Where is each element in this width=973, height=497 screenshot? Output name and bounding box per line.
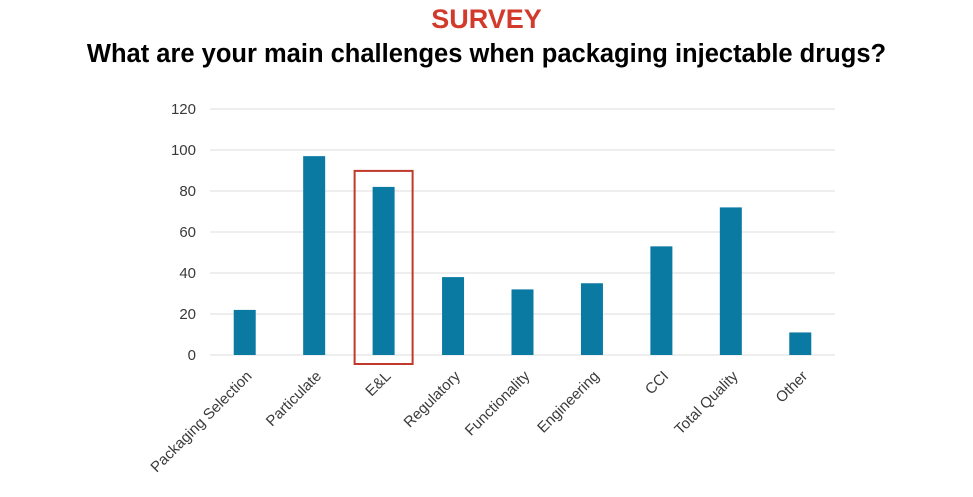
y-tick-label: 120: [171, 101, 196, 118]
bar: [580, 283, 603, 355]
y-tick-label: 80: [179, 183, 196, 200]
bar: [442, 277, 465, 355]
x-tick-label: Regulatory: [401, 367, 465, 431]
x-tick-label: Engineering: [534, 368, 603, 437]
survey-kicker: SURVEY: [431, 4, 542, 34]
x-tick-label: Other: [773, 368, 812, 407]
bar: [789, 332, 812, 355]
x-tick-label: Particulate: [263, 368, 325, 430]
y-tick-label: 100: [171, 142, 196, 159]
highlight-box: [353, 169, 414, 365]
y-tick-label: 0: [188, 347, 196, 364]
x-tick-label: Packaging Selection: [147, 368, 255, 476]
y-tick-label: 40: [179, 265, 196, 282]
x-tick-label: E&L: [362, 368, 394, 400]
bar: [719, 207, 742, 355]
x-tick-label: Functionality: [462, 367, 534, 439]
bar: [233, 309, 256, 355]
y-tick-label: 20: [179, 306, 196, 323]
bar: [303, 156, 326, 355]
bar: [511, 289, 534, 355]
bar: [372, 186, 395, 355]
x-tick-label: CCI: [642, 368, 672, 398]
x-tick-label: Total Quality: [671, 367, 742, 438]
y-tick-label: 60: [179, 224, 196, 241]
bar: [650, 246, 673, 355]
survey-question: What are your main challenges when packa…: [86, 40, 887, 68]
